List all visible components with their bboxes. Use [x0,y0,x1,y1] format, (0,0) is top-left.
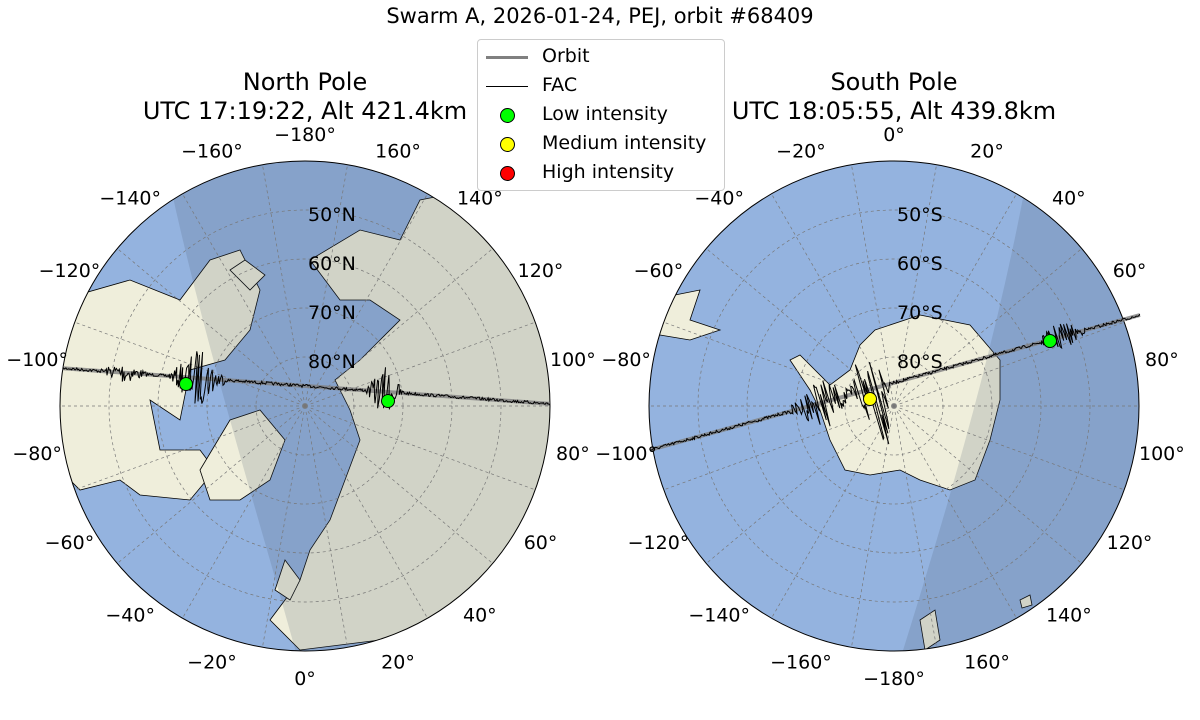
legend-label: FAC [542,74,578,96]
longitude-label: −100° [6,349,68,371]
fac-trace [649,313,1141,451]
latitude-label: 50°N [308,204,356,226]
longitude-label: 140° [457,188,503,210]
longitude-label: 60° [524,532,558,554]
legend-label: High intensity [542,161,675,183]
south-frame [648,160,1140,652]
low-intensity-dot-icon [500,108,515,123]
longitude-label: −80° [601,349,651,371]
longitude-label: −140° [99,188,161,210]
north-pole-title: North Pole UTC 17:19:22, Alt 421.4km [105,68,505,126]
south-orbit-track [649,313,1141,452]
legend-label: Low intensity [542,103,668,125]
north-pole-map [59,160,551,652]
latitude-label: 70°S [897,302,943,324]
longitude-label: 120° [1107,532,1153,554]
south-pole-map [648,160,1141,652]
longitude-label: −80° [12,443,62,465]
longitude-label: 100° [1139,443,1185,465]
south-title-line1: South Pole [830,68,958,96]
latitude-label: 50°S [897,204,943,226]
longitude-label: −120° [39,260,101,282]
north-title-line2: UTC 17:19:22, Alt 421.4km [142,97,468,125]
longitude-label: −140° [688,604,750,626]
high-intensity-dot-icon [500,166,515,181]
longitude-label: −160° [770,652,832,674]
low-intensity-marker [1043,334,1057,348]
intensity-markers [179,334,1057,408]
longitude-label: 0° [294,668,316,690]
orbit-line-swatch [486,56,528,59]
longitude-label: −60° [45,532,95,554]
longitude-label: −100° [595,443,657,465]
low-intensity-marker [381,394,395,408]
longitude-label: −160° [181,140,243,162]
longitude-label: 120° [518,260,564,282]
latitude-label: 80°N [308,351,356,373]
longitude-label: −180° [274,124,336,146]
latitude-label: 70°N [308,302,356,324]
fac-line-swatch [486,86,528,87]
north-night-shade [165,161,550,651]
longitude-label: 60° [1113,260,1147,282]
legend-item-fac: FAC [478,72,724,100]
medium-intensity-dot-icon [500,137,515,152]
north-frame [59,160,551,652]
legend-item-high: High intensity [478,159,724,187]
legend-item-medium: Medium intensity [478,130,724,158]
south-title-line2: UTC 18:05:55, Alt 439.8km [731,97,1057,125]
latitude-label: 60°N [308,253,356,275]
south-pole-title: South Pole UTC 18:05:55, Alt 439.8km [694,68,1094,126]
low-intensity-marker [179,377,193,391]
axis-labels: −180° 160° 140° 120° 100° 80° 60° 40° 20° 0° −20° −… [6,124,1184,690]
longitude-label: −20° [187,652,237,674]
longitude-label: 80° [556,443,590,465]
longitude-label: 40° [1052,188,1086,210]
longitude-label: 140° [1046,604,1092,626]
figure-title: Swarm A, 2026-01-24, PEJ, orbit #68409 [386,4,814,28]
longitude-label: 0° [883,124,905,146]
medium-intensity-marker [863,392,877,406]
longitude-label: 100° [550,349,596,371]
north-title-line1: North Pole [242,68,368,96]
legend-label: Orbit [542,45,590,67]
longitude-label: −40° [105,604,155,626]
longitude-label: −180° [863,668,925,690]
latitude-label: 80°S [897,351,943,373]
north-gridlines [60,161,550,651]
legend-item-orbit: Orbit [478,43,724,71]
legend-item-low: Low intensity [478,101,724,129]
longitude-label: −60° [634,260,684,282]
fac-trace [60,351,550,410]
north-orbit-track [60,351,550,410]
latitude-label: 60°S [897,253,943,275]
longitude-label: 40° [463,604,497,626]
longitude-label: 160° [375,140,421,162]
legend-label: Medium intensity [542,132,707,154]
longitude-label: 20° [970,140,1004,162]
latitude-gridline [697,209,1091,603]
legend: Orbit FAC Low intensity Medium intensity… [477,39,725,191]
longitude-label: −120° [628,532,690,554]
latitude-gridline [108,209,502,603]
longitude-label: −20° [776,140,826,162]
longitude-label: 20° [381,652,415,674]
longitude-label: 160° [964,652,1010,674]
longitude-label: 80° [1145,349,1179,371]
longitude-label: −40° [694,188,744,210]
